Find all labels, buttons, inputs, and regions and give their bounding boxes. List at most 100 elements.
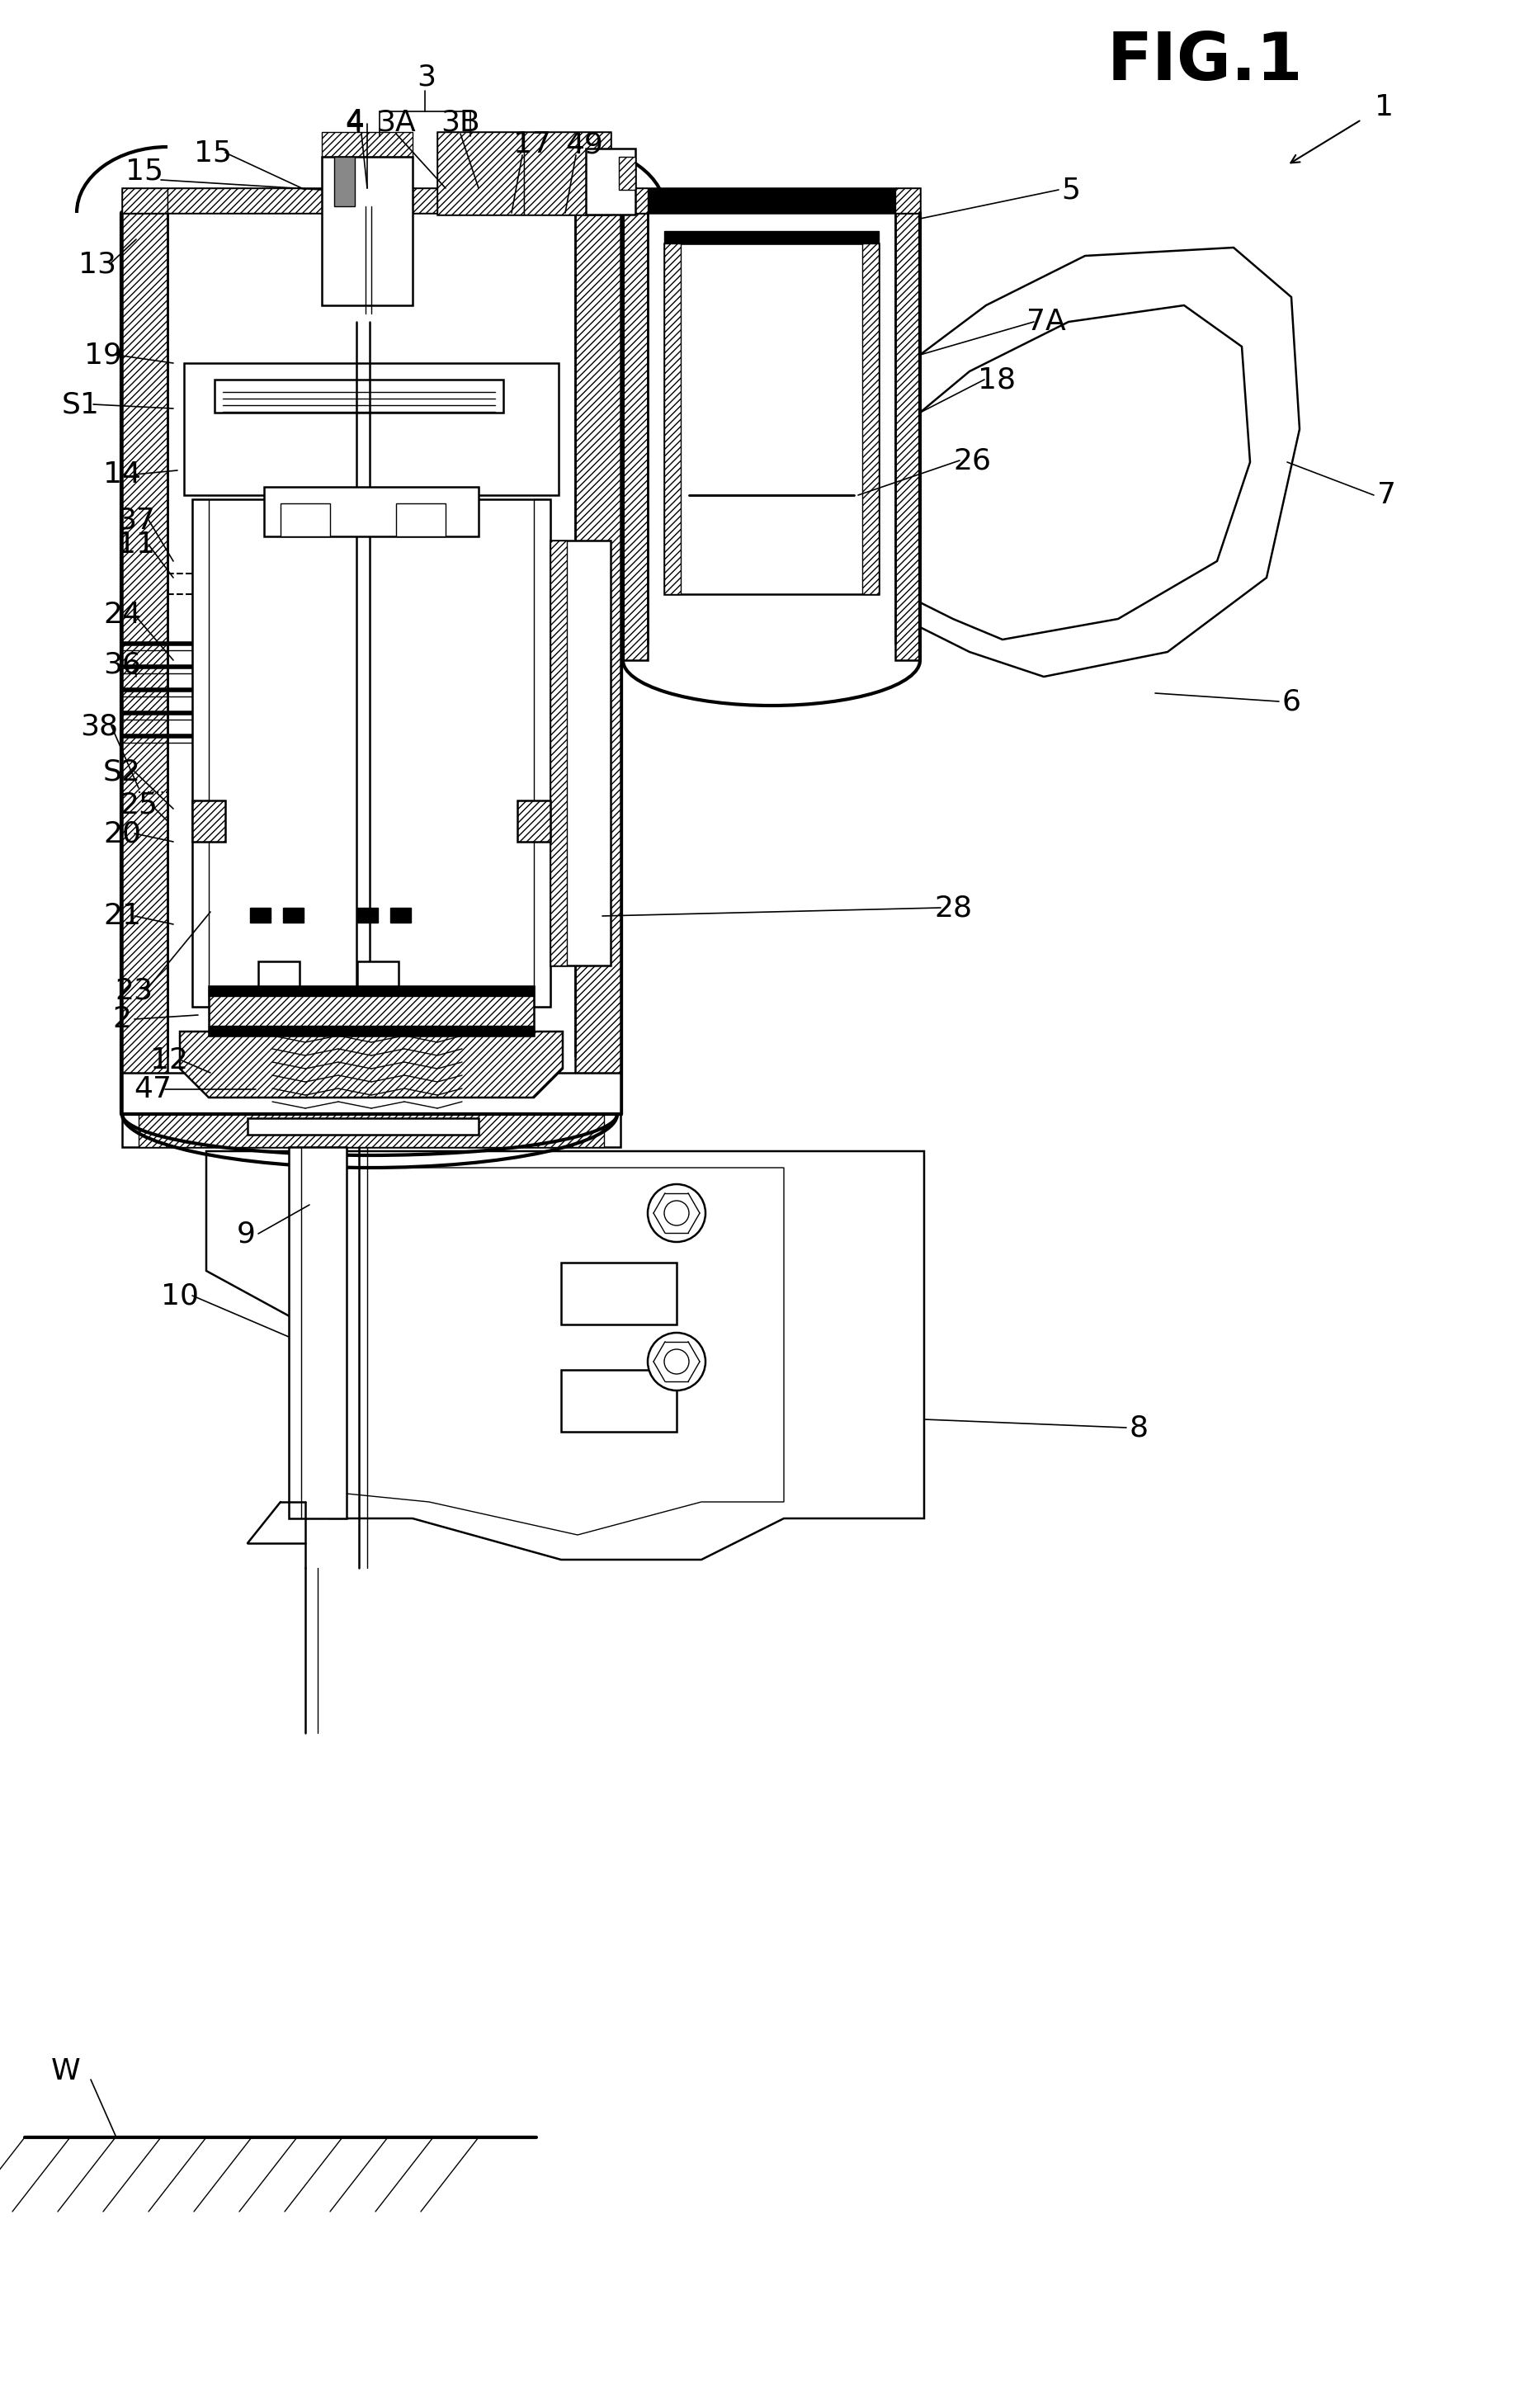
Bar (396, 503, 445, 537)
Bar (209, 987, 533, 1035)
Bar (122, 1074, 620, 1115)
Bar (524, 132, 611, 214)
Text: 37: 37 (117, 506, 155, 535)
Bar (437, 132, 611, 214)
Text: 7A: 7A (1027, 308, 1065, 335)
Bar (139, 1115, 604, 1146)
Bar (619, 157, 636, 190)
Text: 17: 17 (514, 130, 552, 159)
Bar (550, 539, 567, 966)
Bar (357, 961, 399, 987)
Polygon shape (920, 248, 1300, 677)
Bar (264, 486, 479, 537)
Bar (550, 539, 611, 966)
Text: 9: 9 (236, 1221, 256, 1247)
Text: 28: 28 (934, 893, 972, 922)
Bar (895, 212, 920, 660)
Bar (585, 149, 636, 214)
Bar (517, 799, 550, 843)
Bar (122, 1115, 620, 1146)
Text: 10: 10 (162, 1281, 198, 1310)
Text: 6: 6 (1282, 686, 1301, 715)
Bar (247, 1117, 479, 1134)
Text: 15: 15 (125, 157, 163, 185)
Text: 18: 18 (978, 366, 1017, 393)
Bar (664, 243, 879, 595)
Bar (192, 498, 209, 1007)
Text: 49: 49 (565, 130, 604, 159)
Bar (288, 1146, 346, 1519)
Bar (192, 799, 226, 843)
Bar (895, 188, 920, 212)
Text: 3B: 3B (440, 108, 480, 137)
Bar (215, 380, 503, 412)
Bar (437, 132, 524, 214)
Text: 1: 1 (1375, 94, 1394, 120)
Circle shape (648, 1332, 706, 1389)
Bar (561, 1370, 677, 1433)
Bar (122, 188, 168, 212)
Bar (250, 908, 271, 922)
Bar (664, 243, 681, 595)
Text: 3A: 3A (376, 108, 416, 137)
Bar (122, 188, 620, 212)
Bar (623, 188, 648, 212)
Text: 47: 47 (134, 1076, 172, 1103)
Bar (357, 908, 378, 922)
Bar (184, 364, 559, 496)
Bar (390, 908, 411, 922)
Bar (322, 157, 413, 306)
Text: 23: 23 (114, 975, 152, 1004)
Text: S1: S1 (62, 390, 99, 419)
Text: 26: 26 (952, 445, 991, 474)
Text: 7: 7 (1376, 482, 1396, 508)
Bar (258, 961, 300, 987)
Bar (664, 231, 879, 243)
Bar (209, 987, 533, 997)
Bar (575, 188, 620, 212)
Bar (209, 1026, 533, 1035)
Text: 4: 4 (346, 108, 364, 137)
Bar (122, 212, 168, 1115)
Bar (561, 1262, 677, 1324)
Circle shape (664, 1202, 689, 1226)
Text: 15: 15 (194, 140, 232, 166)
Text: FIG.1: FIG.1 (1106, 29, 1303, 94)
Text: S2: S2 (104, 759, 142, 785)
Text: 8: 8 (1129, 1413, 1148, 1442)
Bar (168, 188, 575, 212)
Circle shape (648, 1185, 706, 1243)
Polygon shape (206, 1151, 924, 1560)
Text: 14: 14 (104, 460, 142, 489)
Text: 12: 12 (151, 1047, 187, 1074)
Bar (283, 908, 303, 922)
Text: W: W (52, 2056, 81, 2085)
Bar (533, 498, 550, 1007)
Text: 3: 3 (418, 63, 436, 92)
Text: 20: 20 (104, 819, 142, 848)
Text: 13: 13 (78, 250, 116, 277)
Polygon shape (180, 1031, 562, 1098)
Bar (623, 188, 920, 212)
Bar (575, 212, 620, 1115)
Text: 2: 2 (113, 1004, 131, 1033)
Text: 24: 24 (104, 600, 142, 628)
Text: 21: 21 (104, 903, 142, 929)
Text: 36: 36 (104, 650, 142, 679)
Polygon shape (314, 1168, 783, 1534)
Bar (280, 503, 331, 537)
Text: 5: 5 (1062, 176, 1081, 205)
Bar (322, 132, 413, 157)
Text: 38: 38 (79, 713, 117, 739)
Bar (623, 212, 648, 660)
Polygon shape (920, 306, 1250, 641)
Bar (192, 498, 550, 1007)
Bar (122, 164, 983, 212)
Bar (334, 157, 355, 207)
Circle shape (664, 1348, 689, 1375)
Bar (863, 243, 879, 595)
Text: 19: 19 (84, 342, 122, 368)
Text: 25: 25 (120, 790, 157, 819)
Text: 4: 4 (346, 111, 364, 137)
Text: 11: 11 (117, 530, 155, 559)
